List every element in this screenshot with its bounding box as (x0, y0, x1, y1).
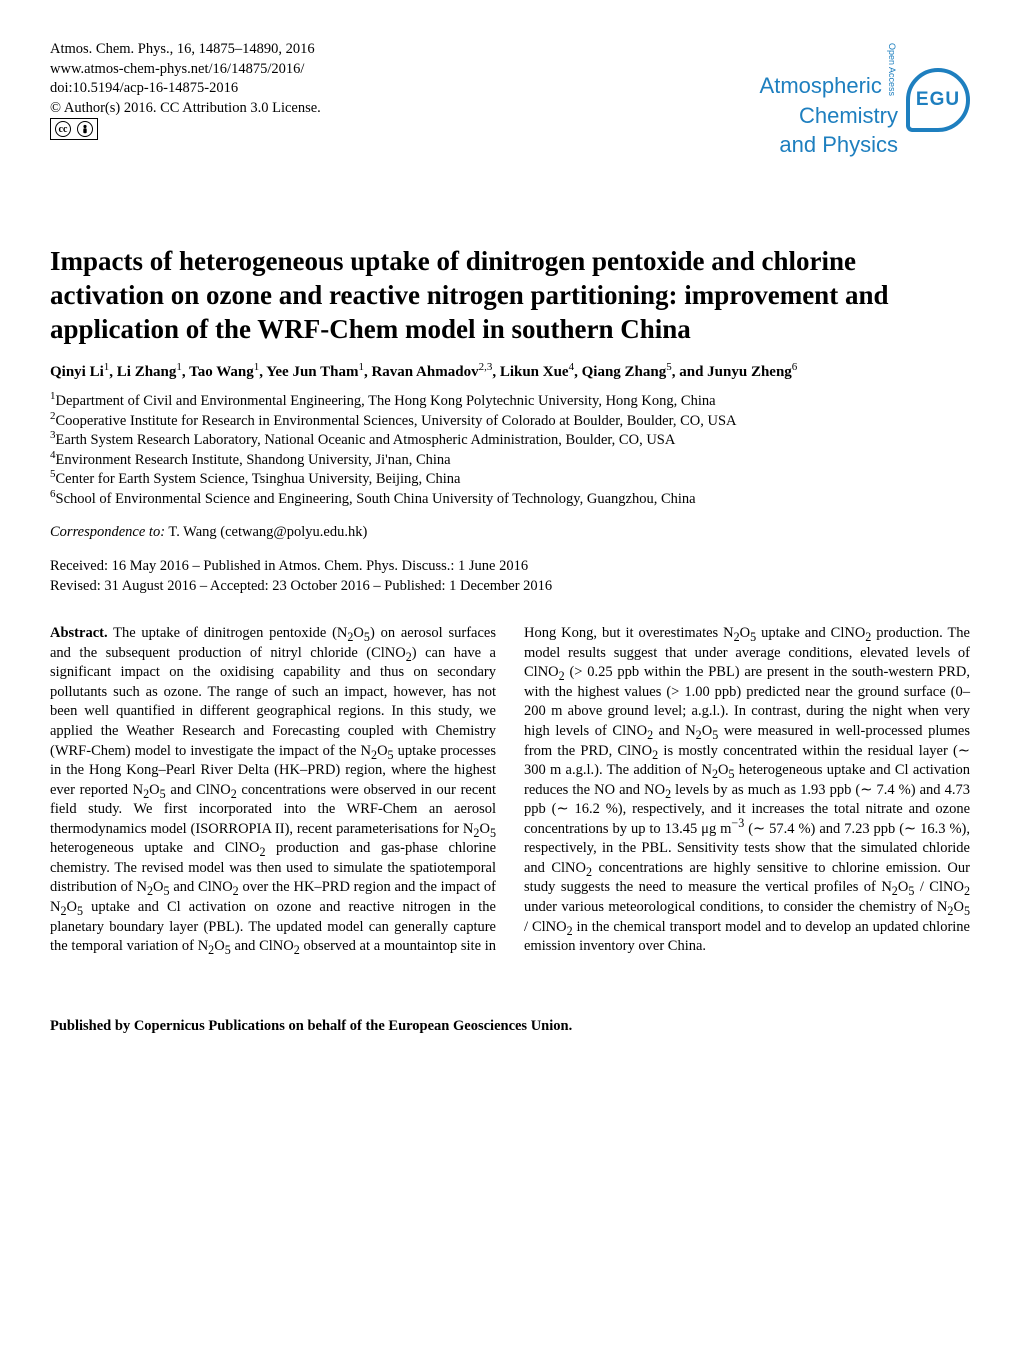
publisher-footer: Published by Copernicus Publications on … (50, 1017, 970, 1037)
egu-badge-icon: EGU (906, 68, 970, 132)
citation-license: © Author(s) 2016. CC Attribution 3.0 Lic… (50, 99, 321, 119)
cc-icon: cc (55, 121, 71, 137)
affiliation-2: 2Cooperative Institute for Research in E… (50, 412, 970, 432)
citation-doi: doi:10.5194/acp-16-14875-2016 (50, 79, 321, 99)
logo-line2: Chemistry (760, 101, 898, 131)
abstract-paragraph: Abstract. The uptake of dinitrogen pento… (50, 624, 970, 957)
cc-license-badge: cc (50, 118, 98, 140)
citation-url: www.atmos-chem-phys.net/16/14875/2016/ (50, 60, 321, 80)
logo-words: Atmospheric Open Access Chemistry and Ph… (760, 40, 898, 160)
abstract-body: Abstract. The uptake of dinitrogen pento… (50, 624, 970, 957)
journal-logo: Atmospheric Open Access Chemistry and Ph… (760, 40, 970, 160)
dates-line2: Revised: 31 August 2016 – Accepted: 23 O… (50, 577, 970, 597)
correspondence-label: Correspondence to: (50, 524, 165, 540)
affiliation-5: 5Center for Earth System Science, Tsingh… (50, 470, 970, 490)
citation-journal: Atmos. Chem. Phys., 16, 14875–14890, 201… (50, 40, 321, 60)
correspondence-text: T. Wang (cetwang@polyu.edu.hk) (165, 524, 367, 540)
abstract-label: Abstract. (50, 625, 108, 641)
affiliation-4: 4Environment Research Institute, Shandon… (50, 451, 970, 471)
header-row: Atmos. Chem. Phys., 16, 14875–14890, 201… (50, 40, 970, 160)
dates-line1: Received: 16 May 2016 – Published in Atm… (50, 557, 970, 577)
open-access-label: Open Access (886, 43, 898, 96)
citation-block: Atmos. Chem. Phys., 16, 14875–14890, 201… (50, 40, 321, 140)
logo-line1: Atmospheric Open Access (760, 40, 898, 101)
affiliations-block: 1Department of Civil and Environmental E… (50, 392, 970, 509)
logo-line3: and Physics (760, 130, 898, 160)
cc-by-icon (77, 121, 93, 137)
dates-block: Received: 16 May 2016 – Published in Atm… (50, 557, 970, 596)
paper-title: Impacts of heterogeneous uptake of dinit… (50, 245, 970, 346)
logo-text-group: Atmospheric Open Access Chemistry and Ph… (760, 40, 970, 160)
affiliation-1: 1Department of Civil and Environmental E… (50, 392, 970, 412)
affiliation-6: 6School of Environmental Science and Eng… (50, 490, 970, 510)
authors-line: Qinyi Li1, Li Zhang1, Tao Wang1, Yee Jun… (50, 362, 970, 384)
abstract-text: The uptake of dinitrogen pentoxide (N2O5… (50, 625, 970, 954)
correspondence-line: Correspondence to: T. Wang (cetwang@poly… (50, 523, 970, 543)
person-icon (80, 124, 90, 134)
affiliation-3: 3Earth System Research Laboratory, Natio… (50, 431, 970, 451)
